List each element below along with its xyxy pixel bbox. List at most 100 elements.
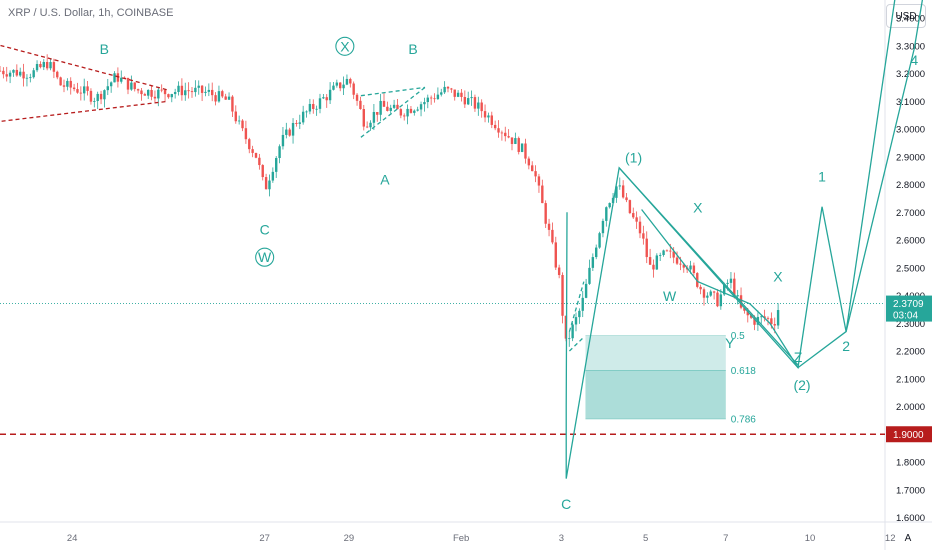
candle-body xyxy=(339,82,342,89)
wave-label: W xyxy=(663,288,677,304)
candle-body xyxy=(746,310,749,316)
candle-body xyxy=(537,176,541,186)
wave-label: X xyxy=(773,269,783,285)
candle-body xyxy=(285,129,288,135)
candle-body xyxy=(96,93,99,102)
candle-body xyxy=(531,165,534,172)
candle-body xyxy=(682,264,685,268)
y-tick-label: 2.6000 xyxy=(896,236,925,247)
candle-body xyxy=(264,177,268,190)
candle-body xyxy=(349,78,352,84)
wave-annotation-line xyxy=(568,281,585,332)
candle-body xyxy=(241,120,244,129)
candle-body xyxy=(416,109,419,111)
candle-body xyxy=(352,83,355,95)
candle-body xyxy=(436,94,440,100)
candle-body xyxy=(231,96,234,112)
candle-body xyxy=(689,265,692,270)
x-tick-label: 7 xyxy=(723,533,728,544)
y-tick-label: 3.1000 xyxy=(896,97,925,108)
candle-body xyxy=(221,91,224,97)
candle-body xyxy=(672,251,675,258)
candle-body xyxy=(524,143,527,159)
candle-body xyxy=(652,264,655,270)
candle-body xyxy=(298,122,301,124)
candle-body xyxy=(301,111,305,123)
candle-body xyxy=(268,180,271,190)
candle-body xyxy=(446,86,450,89)
y-tick-label: 2.7000 xyxy=(896,208,925,219)
candle-body xyxy=(335,82,339,86)
candle-body xyxy=(62,85,66,87)
candle-body xyxy=(76,89,79,93)
candle-body xyxy=(295,122,298,124)
candle-body xyxy=(615,186,618,198)
candle-body xyxy=(723,283,726,295)
candle-body xyxy=(35,63,39,71)
candle-body xyxy=(712,291,716,293)
candle-body xyxy=(227,96,231,100)
candle-body xyxy=(332,85,335,90)
candle-body xyxy=(655,255,659,270)
candle-body xyxy=(251,149,254,153)
candle-body xyxy=(167,94,170,98)
candle-body xyxy=(406,108,409,117)
candle-body xyxy=(773,324,776,326)
candle-body xyxy=(207,89,211,92)
candle-body xyxy=(197,85,200,88)
candle-body xyxy=(699,286,702,290)
candle-body xyxy=(103,90,106,100)
x-tick-label: 3 xyxy=(559,533,564,544)
candle-body xyxy=(19,71,22,76)
wave-annotation-line xyxy=(360,86,426,97)
candle-body xyxy=(379,100,382,115)
candle-body xyxy=(497,128,500,133)
candle-body xyxy=(237,120,241,122)
candle-body xyxy=(726,282,729,284)
candle-body xyxy=(180,85,184,96)
candle-body xyxy=(153,96,157,99)
candle-body xyxy=(359,100,362,110)
candle-body xyxy=(440,92,443,95)
candle-body xyxy=(766,317,770,319)
auto-scale-button[interactable]: A xyxy=(904,532,912,544)
candle-body xyxy=(584,283,588,298)
wave-label: A xyxy=(380,172,390,188)
candle-body xyxy=(574,317,578,325)
candle-body xyxy=(736,295,739,297)
candle-body xyxy=(463,96,467,105)
candle-body xyxy=(399,109,403,116)
wave-annotation-line xyxy=(797,0,924,369)
candle-body xyxy=(126,77,130,90)
wave-label: B xyxy=(408,41,417,57)
candle-body xyxy=(517,138,520,152)
candle-body xyxy=(200,85,204,93)
candle-body xyxy=(140,90,143,95)
y-tick-label: 3.4000 xyxy=(896,14,925,25)
candle-body xyxy=(581,297,584,311)
candle-body xyxy=(32,70,35,78)
candle-body xyxy=(150,89,153,97)
candle-body xyxy=(669,250,672,252)
candle-body xyxy=(133,82,136,90)
candle-body xyxy=(217,91,221,102)
candle-body xyxy=(79,92,83,94)
candle-body xyxy=(258,157,261,166)
candle-body xyxy=(52,62,56,72)
wave-label-circle xyxy=(335,36,355,56)
candle-body xyxy=(733,278,736,297)
wave-label-circle xyxy=(255,247,275,267)
candle-body xyxy=(642,233,645,239)
candle-body xyxy=(554,242,557,268)
candle-body xyxy=(578,310,581,318)
candle-body xyxy=(763,316,766,318)
candle-body xyxy=(716,292,719,307)
candle-body xyxy=(372,111,376,123)
candle-body xyxy=(214,95,217,102)
candle-body xyxy=(56,71,59,78)
candle-body xyxy=(328,89,332,101)
fib-level-label: 0.786 xyxy=(731,414,756,425)
wave-label: Z xyxy=(794,349,803,365)
candle-body xyxy=(514,138,517,144)
